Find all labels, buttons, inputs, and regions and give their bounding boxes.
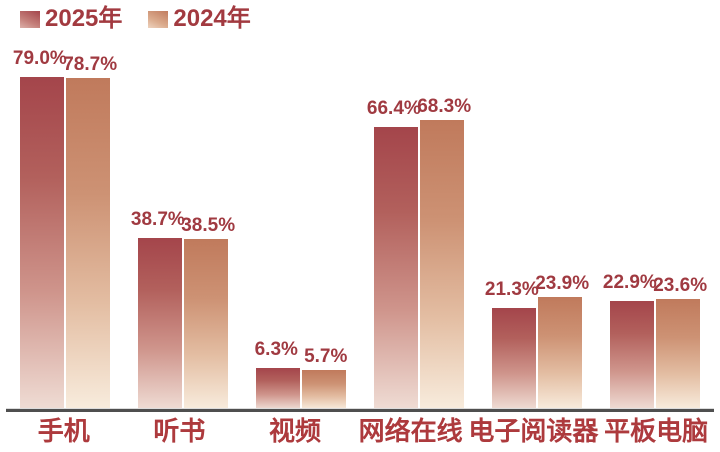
bar-series1-cat0: 78.7%: [63, 55, 117, 409]
bar-value-label: 38.5%: [181, 215, 236, 236]
bar-series0-cat1: 38.7%: [131, 210, 185, 409]
bar-group-3: 66.4% 68.3%: [360, 40, 478, 409]
category-label-5: 平板电脑: [604, 416, 709, 447]
legend-swatch-2025-icon: [20, 10, 40, 28]
bar-value-label: 23.6%: [653, 275, 708, 296]
legend-item-2024: 2024年: [148, 5, 251, 32]
category-label-2: 视频: [268, 416, 321, 447]
bar-series1-cat1: 38.5%: [181, 216, 235, 409]
bar-series0-cat5: 22.9%: [603, 273, 657, 409]
bar-series0-cat4: 21.3%: [485, 280, 539, 409]
bar-value-label: 23.9%: [535, 273, 590, 294]
category-labels: 手机 听书 视频 网络在线 电子阅读器 平板电脑: [6, 415, 714, 449]
bar-series1-cat2: 5.7%: [302, 347, 347, 409]
bar-value-label: 78.7%: [63, 54, 118, 75]
bar-group-5: 22.9% 23.6%: [596, 40, 714, 409]
plot-area: 79.0% 78.7% 38.7% 38.5% 6.3% 5.7% 66.4% 68.3% 21…: [6, 40, 714, 412]
bar-series1-cat4: 23.9%: [535, 274, 589, 409]
bar-group-0: 79.0% 78.7%: [6, 40, 124, 409]
bar-group-1: 38.7% 38.5%: [124, 40, 242, 409]
bar-value-label: 66.4%: [366, 98, 421, 119]
bar-series0-cat0: 79.0%: [13, 49, 67, 409]
legend-swatch-2024-icon: [148, 10, 169, 28]
category-label-1: 听书: [153, 416, 206, 447]
bar-value-label: 6.3%: [254, 339, 298, 360]
bar-groups: 79.0% 78.7% 38.7% 38.5% 6.3% 5.7% 66.4% 68.3% 21…: [6, 40, 714, 409]
bar-group-4: 21.3% 23.9%: [478, 40, 596, 409]
bar-value-label: 21.3%: [484, 279, 539, 300]
legend-item-2025: 2025年: [20, 7, 122, 31]
x-axis-line: [6, 408, 714, 412]
legend-label-2024: 2024年: [173, 5, 251, 32]
bar-value-label: 38.7%: [130, 209, 185, 230]
bar-value-label: 22.9%: [602, 272, 657, 293]
category-label-3: 网络在线: [358, 416, 463, 447]
bar-series1-cat3: 68.3%: [417, 97, 471, 409]
bar-series0-cat2: 6.3%: [255, 340, 300, 409]
legend: 2025年 2024年: [20, 7, 251, 31]
bar-value-label: 5.7%: [304, 346, 348, 367]
bar-series0-cat3: 66.4%: [367, 99, 421, 409]
category-label-0: 手机: [37, 416, 90, 447]
bar-value-label: 79.0%: [12, 48, 67, 69]
legend-label-2025: 2025年: [45, 5, 123, 32]
bar-value-label: 68.3%: [417, 96, 472, 117]
bar-group-2: 6.3% 5.7%: [242, 40, 360, 409]
category-label-4: 电子阅读器: [468, 416, 599, 447]
bar-series1-cat5: 23.6%: [653, 276, 707, 409]
